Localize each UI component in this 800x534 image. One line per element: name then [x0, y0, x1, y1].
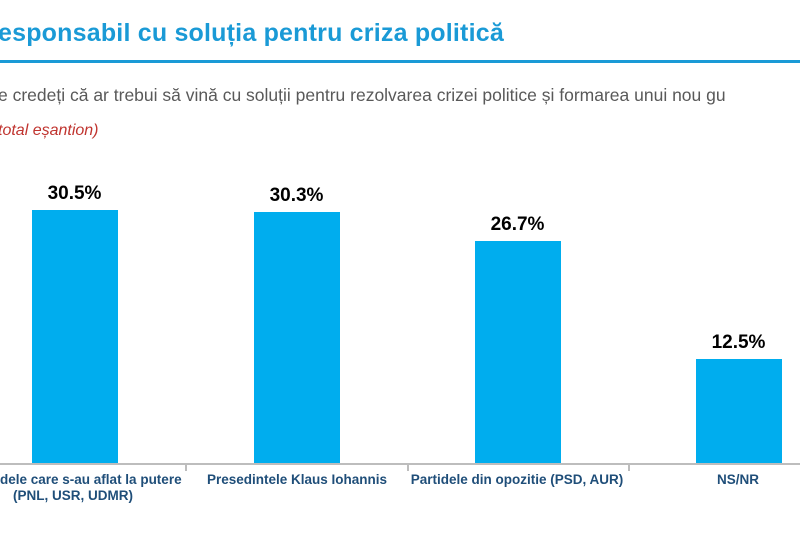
x-axis-line	[0, 463, 800, 465]
bar-value-label: 30.5%	[47, 183, 102, 204]
category-label: (PNL, USR, UDMR)	[13, 488, 133, 503]
bar-value-label: 30.3%	[269, 185, 324, 206]
category-label: NS/NR	[716, 472, 760, 487]
bar	[253, 212, 340, 463]
axis-tick	[407, 465, 409, 471]
sample-note: total eșantion)	[0, 122, 99, 139]
bar-value-label: 12.5%	[711, 332, 766, 353]
title-underline	[0, 60, 800, 63]
bar-value-label: 26.7%	[490, 214, 545, 235]
bar	[695, 359, 782, 463]
category-label: Presedintele Klaus Iohannis	[206, 472, 388, 487]
category-label: Partidele din opozitie (PSD, AUR)	[410, 472, 624, 487]
axis-tick	[628, 465, 630, 471]
bar	[31, 210, 118, 463]
axis-tick	[185, 465, 187, 471]
survey-question: e credeți că ar trebui să vină cu soluți…	[0, 85, 726, 105]
page-title: esponsabil cu soluția pentru criza polit…	[0, 19, 504, 47]
bar	[474, 241, 561, 463]
category-label: dele care s-au aflat la putere	[0, 472, 182, 487]
